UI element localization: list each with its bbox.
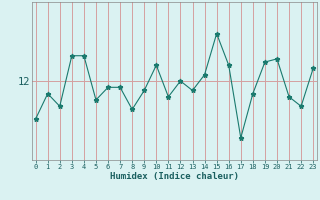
X-axis label: Humidex (Indice chaleur): Humidex (Indice chaleur)	[110, 172, 239, 181]
